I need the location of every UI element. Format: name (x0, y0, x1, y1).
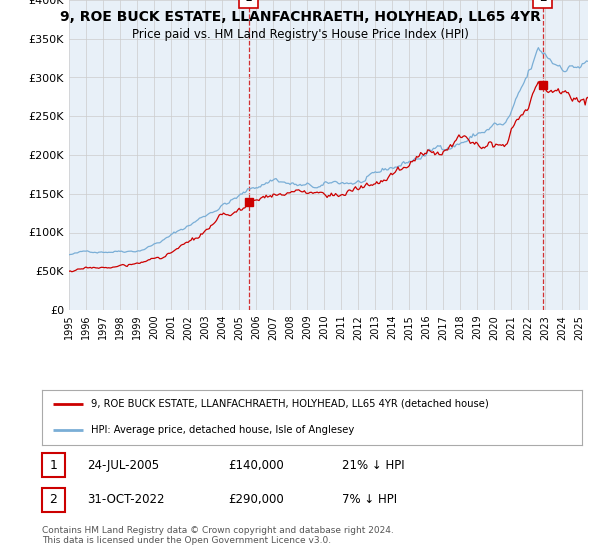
Text: £290,000: £290,000 (228, 493, 284, 506)
Text: 24-JUL-2005: 24-JUL-2005 (87, 459, 159, 472)
Text: HPI: Average price, detached house, Isle of Anglesey: HPI: Average price, detached house, Isle… (91, 424, 354, 435)
Text: £140,000: £140,000 (228, 459, 284, 472)
Text: 9, ROE BUCK ESTATE, LLANFACHRAETH, HOLYHEAD, LL65 4YR (detached house): 9, ROE BUCK ESTATE, LLANFACHRAETH, HOLYH… (91, 399, 488, 409)
Text: Price paid vs. HM Land Registry's House Price Index (HPI): Price paid vs. HM Land Registry's House … (131, 28, 469, 41)
Text: 7% ↓ HPI: 7% ↓ HPI (342, 493, 397, 506)
Text: 2: 2 (539, 0, 547, 4)
Text: 1: 1 (49, 459, 58, 472)
Text: 2: 2 (49, 493, 58, 506)
Text: Contains HM Land Registry data © Crown copyright and database right 2024.
This d: Contains HM Land Registry data © Crown c… (42, 526, 394, 545)
Text: 31-OCT-2022: 31-OCT-2022 (87, 493, 164, 506)
Text: 21% ↓ HPI: 21% ↓ HPI (342, 459, 404, 472)
Text: 1: 1 (245, 0, 253, 4)
Text: 9, ROE BUCK ESTATE, LLANFACHRAETH, HOLYHEAD, LL65 4YR: 9, ROE BUCK ESTATE, LLANFACHRAETH, HOLYH… (59, 10, 541, 24)
